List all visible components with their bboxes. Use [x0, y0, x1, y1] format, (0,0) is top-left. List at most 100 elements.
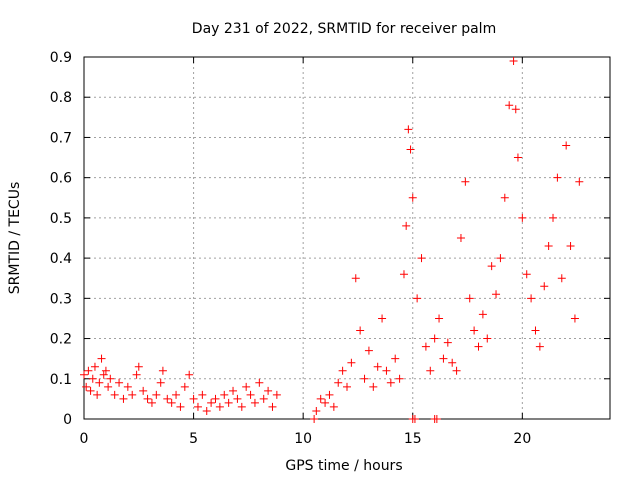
- data-point: [553, 173, 562, 182]
- data-points: [80, 57, 584, 423]
- data-point: [104, 382, 113, 391]
- data-point: [272, 390, 281, 399]
- data-point: [535, 342, 544, 351]
- data-point: [399, 270, 408, 279]
- data-point: [369, 382, 378, 391]
- data-point: [316, 394, 325, 403]
- data-point: [505, 101, 514, 110]
- data-point: [132, 370, 141, 379]
- data-point: [448, 358, 457, 367]
- x-tick-label: 15: [404, 431, 422, 447]
- data-point: [426, 366, 435, 375]
- data-point: [410, 415, 419, 423]
- data-point: [386, 378, 395, 387]
- data-point: [229, 386, 238, 395]
- data-point: [356, 326, 365, 335]
- data-point: [360, 374, 369, 383]
- data-point: [86, 386, 95, 395]
- data-point: [167, 398, 176, 407]
- y-tick-label: 0: [63, 412, 72, 428]
- data-point: [264, 386, 273, 395]
- data-point: [163, 394, 172, 403]
- data-point: [202, 406, 211, 415]
- data-point: [172, 390, 181, 399]
- data-point: [176, 402, 185, 411]
- data-point: [99, 370, 108, 379]
- data-point: [474, 342, 483, 351]
- data-point: [413, 294, 422, 303]
- data-point: [224, 398, 233, 407]
- data-point: [93, 390, 102, 399]
- x-tick-label: 5: [189, 431, 198, 447]
- data-point: [334, 378, 343, 387]
- data-point: [143, 394, 152, 403]
- data-point: [522, 270, 531, 279]
- data-point: [461, 177, 470, 186]
- data-point: [119, 394, 128, 403]
- data-point: [487, 262, 496, 271]
- data-point: [439, 354, 448, 363]
- y-tick-label: 0.2: [50, 332, 72, 348]
- data-point: [259, 394, 268, 403]
- data-point: [470, 326, 479, 335]
- data-point: [531, 326, 540, 335]
- data-point: [189, 394, 198, 403]
- data-point: [128, 390, 137, 399]
- data-point: [90, 362, 99, 371]
- data-point: [220, 390, 229, 399]
- data-point: [570, 314, 579, 323]
- data-point: [408, 193, 417, 202]
- data-point: [417, 254, 426, 263]
- data-point: [432, 415, 441, 423]
- data-point: [338, 366, 347, 375]
- data-point: [421, 342, 430, 351]
- data-point: [562, 141, 571, 150]
- data-point: [97, 354, 106, 363]
- data-point: [115, 378, 124, 387]
- data-point: [478, 310, 487, 319]
- y-tick-label: 0.1: [50, 372, 72, 388]
- y-tick-label: 0.3: [50, 291, 72, 307]
- data-point: [185, 370, 194, 379]
- data-point: [382, 366, 391, 375]
- data-point: [465, 294, 474, 303]
- data-point: [310, 415, 319, 423]
- data-point: [496, 254, 505, 263]
- data-point: [325, 390, 334, 399]
- y-tick-label: 0.9: [50, 50, 72, 66]
- data-point: [147, 398, 156, 407]
- data-point: [391, 354, 400, 363]
- y-tick-label: 0.5: [50, 211, 72, 227]
- data-point: [575, 177, 584, 186]
- data-point: [518, 213, 527, 222]
- data-point: [509, 57, 518, 66]
- x-axis-title: GPS time / hours: [285, 458, 402, 474]
- axis-ticks: 0 5 10 15 20 0 0.1 0.2 0.3 0.4 0.5 0.6 0.7 0.8 0.9: [50, 50, 610, 447]
- y-tick-label: 0.4: [50, 251, 72, 267]
- data-point: [123, 382, 132, 391]
- plot-frame: [83, 56, 611, 420]
- data-point: [250, 398, 259, 407]
- data-point: [435, 314, 444, 323]
- data-point: [134, 362, 143, 371]
- data-point: [343, 382, 351, 391]
- data-point: [511, 105, 520, 114]
- x-tick-label: 10: [294, 431, 312, 447]
- data-point: [430, 334, 439, 343]
- data-point: [321, 398, 330, 407]
- data-point: [88, 374, 97, 383]
- data-point: [242, 382, 251, 391]
- data-point: [351, 274, 360, 283]
- data-point: [207, 398, 216, 407]
- grid-lines: [84, 57, 610, 419]
- data-point: [402, 221, 411, 230]
- y-tick-label: 0.7: [50, 130, 72, 146]
- data-point: [152, 390, 161, 399]
- data-point: [246, 390, 255, 399]
- x-tick-label: 0: [80, 431, 89, 447]
- chart-title: Day 231 of 2022, SRMTID for receiver pal…: [192, 21, 496, 37]
- data-point: [452, 366, 461, 375]
- data-point: [364, 346, 373, 355]
- data-point: [158, 366, 167, 375]
- data-point: [544, 242, 553, 251]
